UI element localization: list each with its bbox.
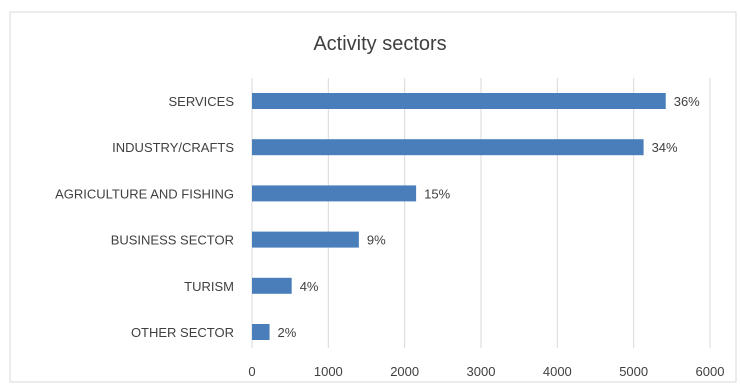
category-labels: SERVICES INDUSTRY/CRAFTS AGRICULTURE AND F… (55, 94, 234, 340)
x-tick-label: 5000 (619, 364, 648, 379)
bar (252, 324, 270, 340)
data-label: 36% (674, 94, 700, 109)
bar (252, 277, 292, 294)
data-labels: 36% 34% 15% 9% 4% 2% (278, 94, 701, 340)
bar (252, 231, 359, 248)
category-label: TURISM (184, 279, 234, 294)
x-tick-label: 1000 (314, 364, 343, 379)
data-label: 2% (278, 325, 297, 340)
data-label: 9% (367, 233, 386, 248)
x-tick-label: 3000 (467, 364, 496, 379)
x-tick-label: 2000 (390, 364, 419, 379)
data-label: 34% (652, 140, 678, 155)
x-tick-label: 4000 (543, 364, 572, 379)
data-label: 15% (424, 186, 450, 201)
bar (252, 139, 644, 156)
chart-title: Activity sectors (313, 33, 446, 55)
category-label: OTHER SECTOR (131, 325, 234, 340)
category-label: SERVICES (168, 94, 234, 109)
bar (252, 185, 417, 202)
gridlines (251, 78, 711, 348)
category-label: AGRICULTURE AND FISHING (55, 186, 234, 201)
data-label: 4% (300, 279, 319, 294)
bar (252, 93, 666, 109)
bars (252, 93, 666, 340)
category-label: BUSINESS SECTOR (111, 233, 234, 248)
x-tick-label: 0 (248, 364, 255, 379)
category-label: INDUSTRY/CRAFTS (112, 140, 234, 155)
x-tick-label: 6000 (696, 364, 725, 379)
x-axis-ticks: 0 1000 2000 3000 4000 5000 6000 (248, 364, 724, 379)
